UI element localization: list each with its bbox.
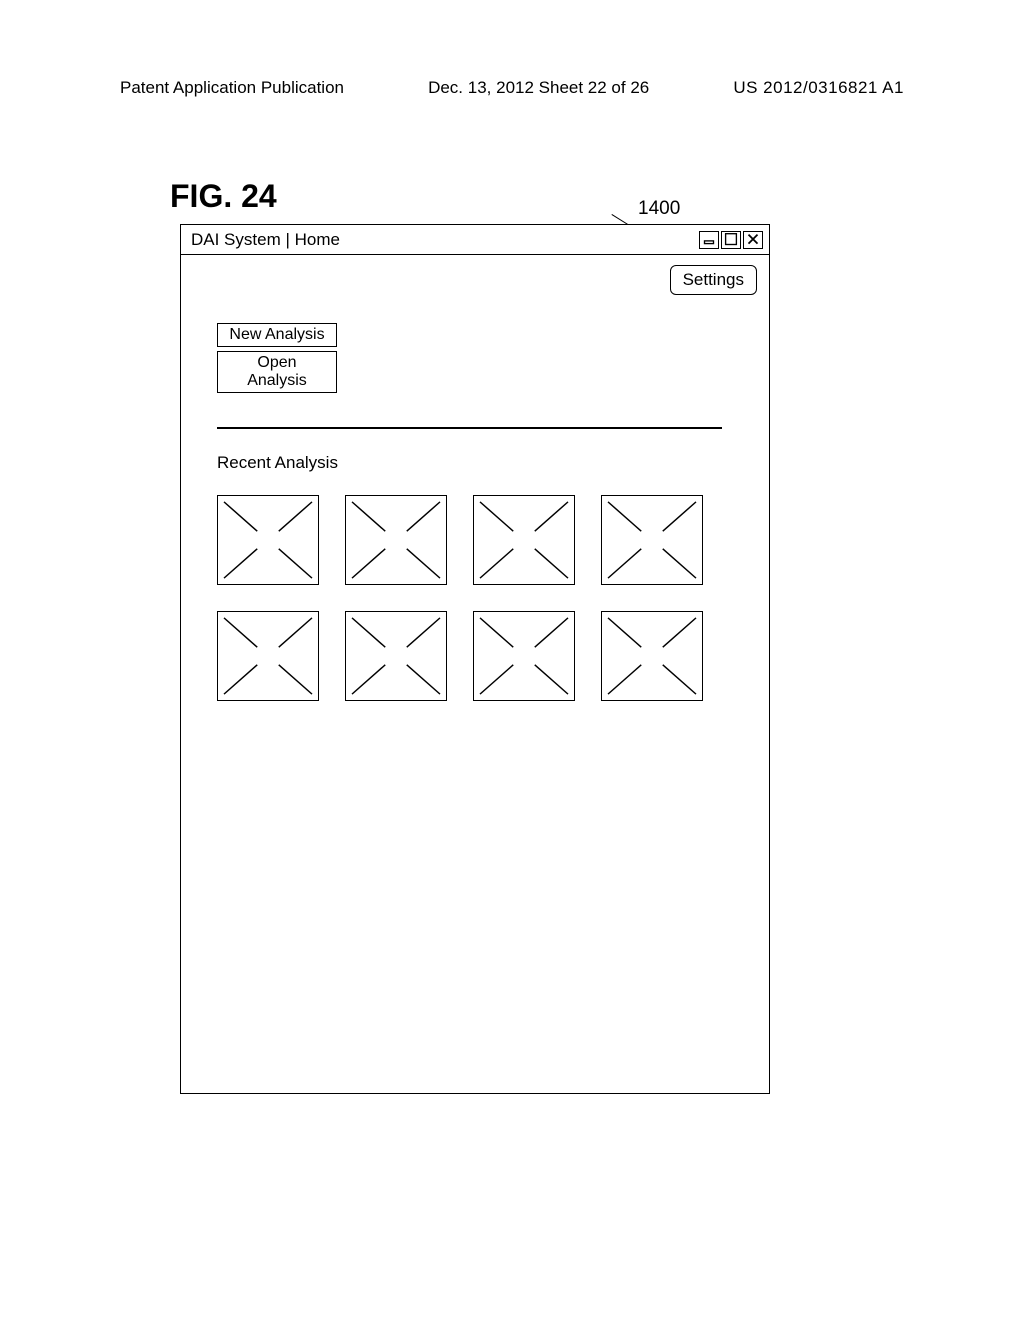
analysis-thumbnail[interactable] bbox=[473, 611, 575, 701]
placeholder-icon bbox=[346, 496, 446, 584]
analysis-thumbnail[interactable] bbox=[473, 495, 575, 585]
open-analysis-button[interactable]: Open Analysis bbox=[217, 351, 337, 393]
header-center: Dec. 13, 2012 Sheet 22 of 26 bbox=[428, 78, 649, 98]
application-window: DAI System | Home Settings New Analysis … bbox=[180, 224, 770, 1094]
placeholder-icon bbox=[602, 612, 702, 700]
placeholder-icon bbox=[218, 496, 318, 584]
thumbnail-row bbox=[217, 495, 733, 585]
thumbnail-row bbox=[217, 611, 733, 701]
window-content: New Analysis Open Analysis Recent Analys… bbox=[181, 295, 769, 701]
analysis-thumbnail[interactable] bbox=[601, 611, 703, 701]
analysis-thumbnail[interactable] bbox=[217, 611, 319, 701]
minimize-button[interactable] bbox=[699, 231, 719, 249]
placeholder-icon bbox=[218, 612, 318, 700]
placeholder-icon bbox=[474, 496, 574, 584]
placeholder-icon bbox=[602, 496, 702, 584]
window-controls bbox=[699, 231, 763, 249]
placeholder-icon bbox=[346, 612, 446, 700]
publication-header: Patent Application Publication Dec. 13, … bbox=[0, 78, 1024, 98]
window-titlebar: DAI System | Home bbox=[181, 225, 769, 255]
maximize-button[interactable] bbox=[721, 231, 741, 249]
analysis-thumbnail[interactable] bbox=[601, 495, 703, 585]
close-icon bbox=[744, 231, 762, 247]
new-analysis-button[interactable]: New Analysis bbox=[217, 323, 337, 347]
header-right: US 2012/0316821 A1 bbox=[733, 78, 904, 98]
window-title: DAI System | Home bbox=[191, 230, 340, 250]
analysis-thumbnail[interactable] bbox=[217, 495, 319, 585]
close-button[interactable] bbox=[743, 231, 763, 249]
divider bbox=[217, 427, 722, 429]
figure-label: FIG. 24 bbox=[170, 178, 277, 215]
analysis-thumbnail[interactable] bbox=[345, 495, 447, 585]
toolbar: Settings bbox=[181, 255, 769, 295]
settings-button[interactable]: Settings bbox=[670, 265, 757, 295]
thumbnail-grid bbox=[217, 495, 733, 701]
header-left: Patent Application Publication bbox=[120, 78, 344, 98]
maximize-icon bbox=[722, 231, 740, 247]
callout-number: 1400 bbox=[638, 198, 680, 220]
minimize-icon bbox=[700, 231, 718, 247]
placeholder-icon bbox=[474, 612, 574, 700]
analysis-thumbnail[interactable] bbox=[345, 611, 447, 701]
recent-analysis-label: Recent Analysis bbox=[217, 453, 733, 473]
